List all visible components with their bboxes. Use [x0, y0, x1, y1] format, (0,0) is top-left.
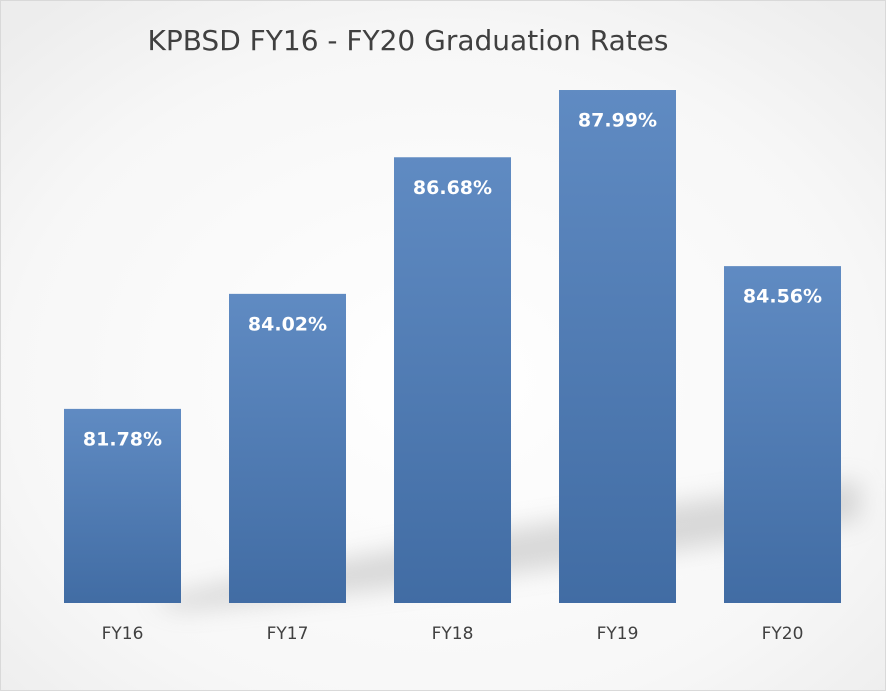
data-label: 87.99% [578, 110, 657, 132]
x-tick-label: FY17 [267, 624, 309, 644]
bar [229, 293, 346, 603]
x-tick-label: FY19 [597, 624, 639, 644]
bar [394, 157, 511, 604]
chart-title: KPBSD FY16 - FY20 Graduation Rates [147, 24, 668, 57]
x-tick-label: FY16 [102, 624, 144, 644]
data-label: 84.02% [248, 313, 327, 335]
bar [559, 90, 676, 604]
data-label: 86.68% [413, 177, 492, 199]
data-label: 84.56% [743, 286, 822, 308]
x-tick-label: FY18 [432, 624, 474, 644]
data-label: 81.78% [83, 428, 162, 450]
bar [724, 266, 841, 603]
x-tick-label: FY20 [762, 624, 804, 644]
